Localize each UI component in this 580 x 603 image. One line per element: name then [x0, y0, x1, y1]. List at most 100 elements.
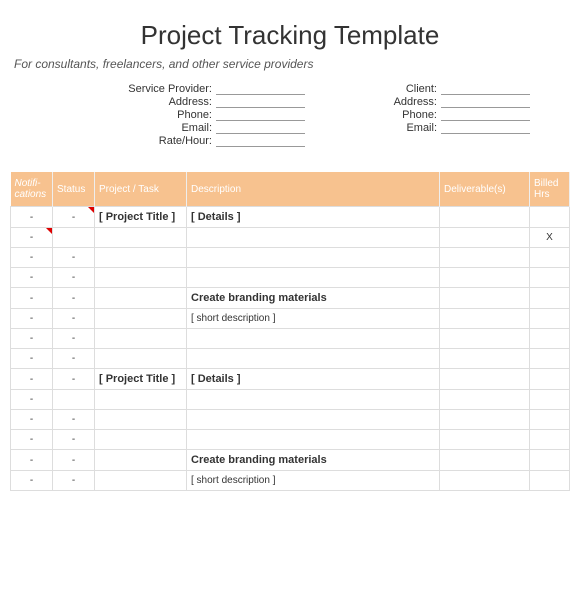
- cell-notif[interactable]: -: [11, 207, 53, 228]
- cell-status[interactable]: -: [53, 349, 95, 369]
- cell-deliv[interactable]: [440, 228, 530, 248]
- cell-status[interactable]: -: [53, 450, 95, 471]
- cell-status[interactable]: -: [53, 248, 95, 268]
- cell-project[interactable]: [ Project Title ]: [95, 369, 187, 390]
- cell-billed[interactable]: [530, 207, 570, 228]
- cell-desc[interactable]: [187, 349, 440, 369]
- cell-deliv[interactable]: [440, 369, 530, 390]
- cell-project[interactable]: [95, 329, 187, 349]
- provider-input-line[interactable]: [216, 109, 305, 121]
- cell-desc[interactable]: [187, 228, 440, 248]
- cell-deliv[interactable]: [440, 329, 530, 349]
- cell-deliv[interactable]: [440, 309, 530, 329]
- cell-billed[interactable]: [530, 288, 570, 309]
- cell-deliv[interactable]: [440, 471, 530, 491]
- cell-status[interactable]: -: [53, 430, 95, 450]
- col-header-deliv: Deliverable(s): [440, 172, 530, 207]
- cell-desc[interactable]: Create branding materials: [187, 450, 440, 471]
- cell-billed[interactable]: [530, 329, 570, 349]
- cell-project[interactable]: [95, 410, 187, 430]
- cell-desc[interactable]: [187, 248, 440, 268]
- cell-notif[interactable]: -: [11, 288, 53, 309]
- cell-status[interactable]: -: [53, 471, 95, 491]
- provider-input-line[interactable]: [216, 135, 305, 147]
- cell-desc[interactable]: [187, 430, 440, 450]
- cell-status[interactable]: -: [53, 288, 95, 309]
- client-input-line[interactable]: [441, 83, 530, 95]
- cell-project[interactable]: [95, 248, 187, 268]
- cell-project[interactable]: [95, 430, 187, 450]
- cell-notif[interactable]: -: [11, 349, 53, 369]
- cell-status[interactable]: -: [53, 369, 95, 390]
- cell-status[interactable]: -: [53, 207, 95, 228]
- cell-deliv[interactable]: [440, 268, 530, 288]
- cell-notif[interactable]: -: [11, 329, 53, 349]
- cell-desc[interactable]: [187, 390, 440, 410]
- client-input-line[interactable]: [441, 96, 530, 108]
- cell-notif[interactable]: -: [11, 390, 53, 410]
- cell-deliv[interactable]: [440, 450, 530, 471]
- provider-input-line[interactable]: [216, 122, 305, 134]
- cell-billed[interactable]: [530, 471, 570, 491]
- cell-project[interactable]: [95, 268, 187, 288]
- cell-notif[interactable]: -: [11, 268, 53, 288]
- cell-billed[interactable]: [530, 430, 570, 450]
- cell-billed[interactable]: [530, 410, 570, 430]
- cell-notif[interactable]: -: [11, 309, 53, 329]
- cell-notif[interactable]: -: [11, 471, 53, 491]
- cell-billed[interactable]: [530, 450, 570, 471]
- cell-desc[interactable]: Create branding materials: [187, 288, 440, 309]
- cell-project[interactable]: [95, 288, 187, 309]
- cell-status[interactable]: [53, 390, 95, 410]
- cell-notif[interactable]: -: [11, 369, 53, 390]
- provider-label: Rate/Hour:: [120, 135, 214, 147]
- cell-status[interactable]: -: [53, 268, 95, 288]
- cell-deliv[interactable]: [440, 207, 530, 228]
- provider-input-line[interactable]: [216, 96, 305, 108]
- table-row: --[ Project Title ][ Details ]: [11, 369, 570, 390]
- cell-notif[interactable]: -: [11, 410, 53, 430]
- cell-deliv[interactable]: [440, 390, 530, 410]
- cell-desc[interactable]: [ Details ]: [187, 207, 440, 228]
- cell-billed[interactable]: X: [530, 228, 570, 248]
- cell-deliv[interactable]: [440, 288, 530, 309]
- cell-deliv[interactable]: [440, 430, 530, 450]
- cell-billed[interactable]: [530, 268, 570, 288]
- cell-desc[interactable]: [187, 329, 440, 349]
- cell-project[interactable]: [95, 390, 187, 410]
- table-row: --: [11, 430, 570, 450]
- cell-deliv[interactable]: [440, 410, 530, 430]
- cell-project[interactable]: [95, 471, 187, 491]
- cell-desc[interactable]: [187, 268, 440, 288]
- client-input-line[interactable]: [441, 109, 530, 121]
- table-row: -- Create branding materials: [11, 450, 570, 471]
- cell-deliv[interactable]: [440, 248, 530, 268]
- table-row: -X: [11, 228, 570, 248]
- cell-project[interactable]: [95, 450, 187, 471]
- cell-deliv[interactable]: [440, 349, 530, 369]
- cell-notif[interactable]: -: [11, 248, 53, 268]
- cell-notif[interactable]: -: [11, 228, 53, 248]
- cell-status[interactable]: -: [53, 329, 95, 349]
- table-row: -- [ short description ]: [11, 309, 570, 329]
- provider-input-line[interactable]: [216, 83, 305, 95]
- cell-desc[interactable]: [187, 410, 440, 430]
- cell-project[interactable]: [ Project Title ]: [95, 207, 187, 228]
- cell-project[interactable]: [95, 309, 187, 329]
- cell-billed[interactable]: [530, 248, 570, 268]
- cell-billed[interactable]: [530, 390, 570, 410]
- cell-notif[interactable]: -: [11, 430, 53, 450]
- cell-status[interactable]: -: [53, 309, 95, 329]
- client-input-line[interactable]: [441, 122, 530, 134]
- cell-project[interactable]: [95, 349, 187, 369]
- cell-billed[interactable]: [530, 369, 570, 390]
- cell-status[interactable]: -: [53, 410, 95, 430]
- cell-billed[interactable]: [530, 309, 570, 329]
- cell-project[interactable]: [95, 228, 187, 248]
- cell-desc[interactable]: [ short description ]: [187, 471, 440, 491]
- cell-notif[interactable]: -: [11, 450, 53, 471]
- cell-status[interactable]: [53, 228, 95, 248]
- cell-billed[interactable]: [530, 349, 570, 369]
- cell-desc[interactable]: [ short description ]: [187, 309, 440, 329]
- cell-desc[interactable]: [ Details ]: [187, 369, 440, 390]
